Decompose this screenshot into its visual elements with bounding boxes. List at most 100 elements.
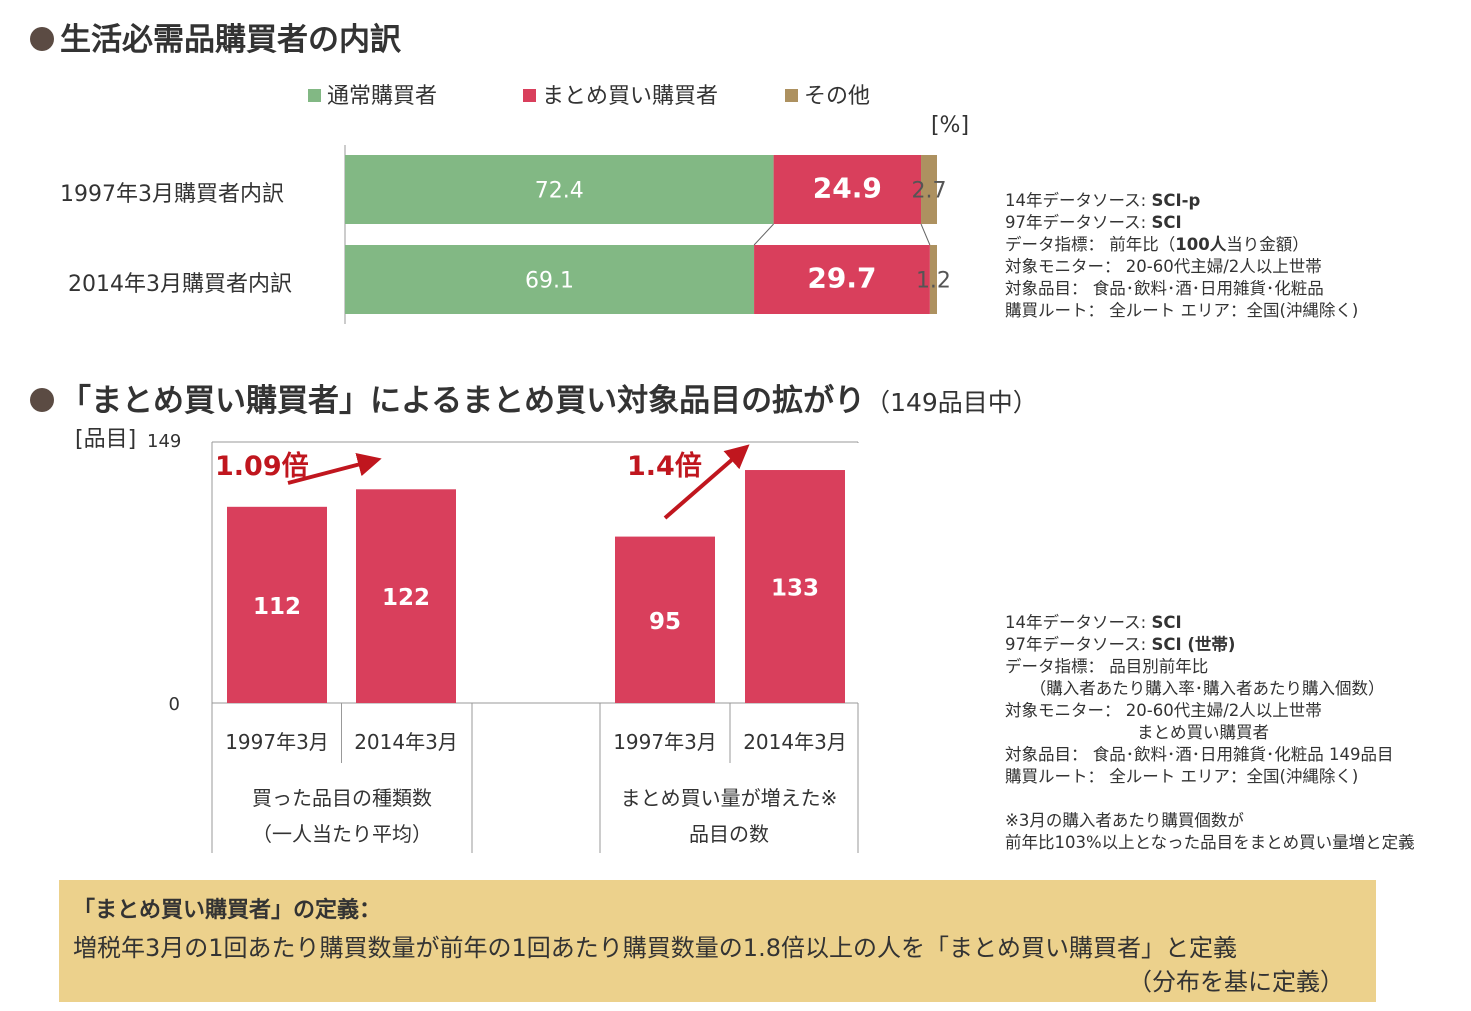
section2-title: 「まとめ買い購買者」によるまとめ買い対象品目の拡がり（149品目中） — [30, 375, 1038, 420]
data-label: 2.7 — [912, 179, 947, 204]
connector-line — [920, 223, 931, 246]
meta-text: 対象品目： 食品･飲料･酒･日用雑貨･化粧品 — [1005, 279, 1324, 298]
bar-value-label: 122 — [382, 585, 430, 611]
definition-box: 「まとめ買い購買者」の定義： 増税年3月の1回あたり購買数量が前年の1回あたり購… — [59, 880, 1376, 1002]
meta-line: 97年データソース: SCI (世帯) — [1005, 634, 1415, 656]
meta-text: 前年比103%以上となった品目をまとめ買い量増と定義 — [1005, 833, 1415, 852]
legend-label: その他 — [804, 84, 871, 109]
meta-line: データ指標： 前年比（100人当り金額） — [1005, 234, 1358, 256]
group-label: 品目の数 — [689, 822, 769, 846]
definition-note: （分布を基に定義） — [1128, 968, 1344, 996]
x-tick-label: 1997年3月 — [613, 730, 717, 754]
meta-emphasis: SCI — [1151, 613, 1182, 632]
group-label: （一人当たり平均） — [252, 822, 432, 846]
section1-title-text: 生活必需品購買者の内訳 — [60, 22, 401, 58]
legend-item-bulk: まとめ買い購買者 — [523, 78, 718, 110]
meta-emphasis: SCI (世帯) — [1151, 635, 1236, 654]
data-source-notes-2: 14年データソース: SCI 97年データソース: SCI (世帯) データ指標： … — [1005, 612, 1415, 854]
bar — [615, 536, 715, 703]
bar — [356, 489, 456, 703]
meta-line: データ指標： 品目別前年比 — [1005, 656, 1415, 678]
meta-text: 97年データソース: — [1005, 213, 1152, 232]
y-axis-label: [品目] — [75, 427, 136, 452]
stack-segment — [929, 245, 937, 314]
meta-text: （購入者あたり購入率･購入者あたり購入個数） — [1005, 679, 1385, 698]
bullet-icon — [30, 387, 54, 412]
meta-text: 対象品目： 食品･飲料･酒･日用雑貨･化粧品 149品目 — [1005, 745, 1394, 764]
meta-text: ※3月の購入者あたり購買個数が — [1005, 811, 1244, 830]
data-label: 1.2 — [916, 269, 951, 294]
definition-text: 増税年3月の1回あたり購買数量が前年の1回あたり購買数量の1.8倍以上の人を「ま… — [73, 934, 1237, 962]
meta-text: 14年データソース: — [1005, 191, 1152, 210]
stack-segment — [754, 245, 930, 314]
meta-line — [1005, 788, 1415, 810]
meta-emphasis: 100人 — [1175, 235, 1227, 254]
meta-text: 14年データソース: — [1005, 613, 1152, 632]
data-label: 69.1 — [525, 269, 574, 294]
bar-value-label: 133 — [771, 576, 819, 602]
x-tick-label: 2014年3月 — [354, 730, 458, 754]
meta-text: 対象モニター： 20-60代主婦/2人以上世帯 — [1005, 701, 1322, 720]
stack-segment — [345, 245, 755, 314]
y-tick-label: 0 — [169, 694, 180, 715]
legend-item-other: その他 — [785, 78, 870, 110]
section1-title: 生活必需品購買者の内訳 — [30, 14, 401, 59]
stack-segment — [921, 155, 937, 224]
meta-line: 97年データソース: SCI — [1005, 212, 1358, 234]
data-label: 24.9 — [813, 172, 882, 205]
meta-text: まとめ買い購買者 — [1005, 723, 1269, 742]
bullet-icon — [30, 26, 54, 51]
data-label: 72.4 — [535, 179, 584, 204]
meta-line: 対象モニター： 20-60代主婦/2人以上世帯 — [1005, 700, 1415, 722]
growth-arrow-icon — [663, 444, 750, 520]
stacked-bar-chart: [%] 72.4 24.9 2.7 69.1 29.7 1.2 — [344, 113, 969, 324]
legend-item-regular: 通常購買者 — [308, 78, 437, 110]
row-label-2014: 2014年3月購買者内訳 — [68, 272, 292, 297]
bar — [227, 506, 327, 703]
data-source-notes-1: 14年データソース: SCI-p 97年データソース: SCI データ指標： 前年比… — [1005, 190, 1358, 322]
unit-label: [%] — [931, 113, 969, 138]
growth-arrow-icon — [287, 452, 382, 485]
bar-value-label: 112 — [253, 594, 301, 620]
meta-line: （購入者あたり購入率･購入者あたり購入個数） — [1005, 678, 1415, 700]
group-label: まとめ買い量が増えた※ — [621, 786, 838, 810]
meta-line: ※3月の購入者あたり購買個数が — [1005, 810, 1415, 832]
meta-line: 14年データソース: SCI-p — [1005, 190, 1358, 212]
legend-label: 通常購買者 — [327, 84, 438, 109]
x-tick-label: 2014年3月 — [743, 730, 847, 754]
meta-text: 当り金額） — [1226, 235, 1309, 254]
section2-title-text: 「まとめ買い購買者」によるまとめ買い対象品目の拡がり — [60, 383, 866, 419]
meta-line: まとめ買い購買者 — [1005, 722, 1415, 744]
meta-text: 97年データソース: — [1005, 635, 1152, 654]
meta-emphasis: SCI-p — [1151, 191, 1201, 210]
meta-line: 対象品目： 食品･飲料･酒･日用雑貨･化粧品 — [1005, 278, 1358, 300]
meta-text: 購買ルート： 全ルート エリア：全国(沖縄除く) — [1005, 767, 1359, 786]
ratio-label: 1.4倍 — [627, 450, 702, 482]
meta-line: 14年データソース: SCI — [1005, 612, 1415, 634]
meta-emphasis: SCI — [1151, 213, 1182, 232]
bar-value-label: 95 — [649, 609, 681, 635]
group-label: 買った品目の種類数 — [252, 786, 432, 810]
legend-swatch — [308, 88, 321, 102]
row-label-1997: 1997年3月購買者内訳 — [60, 182, 284, 207]
stack-segment — [345, 155, 774, 224]
definition-title: 「まとめ買い購買者」の定義： — [73, 898, 382, 923]
meta-line: 購買ルート： 全ルート エリア：全国(沖縄除く) — [1005, 300, 1358, 322]
data-label: 29.7 — [807, 262, 876, 295]
meta-text: 対象モニター： 20-60代主婦/2人以上世帯 — [1005, 257, 1322, 276]
section2-subtitle: （149品目中） — [865, 388, 1038, 417]
meta-line: 購買ルート： 全ルート エリア：全国(沖縄除く) — [1005, 766, 1415, 788]
ratio-label: 1.09倍 — [215, 450, 309, 482]
meta-line: 前年比103%以上となった品目をまとめ買い量増と定義 — [1005, 832, 1415, 854]
meta-text: 購買ルート： 全ルート エリア：全国(沖縄除く) — [1005, 301, 1359, 320]
meta-text: データ指標： 品目別前年比 — [1005, 657, 1209, 676]
legend-swatch — [785, 88, 798, 102]
bar — [745, 470, 845, 703]
y-tick-label: 149 — [147, 431, 181, 452]
legend-label: まとめ買い購買者 — [542, 84, 719, 109]
connector-line — [753, 223, 774, 246]
x-tick-label: 1997年3月 — [225, 730, 329, 754]
meta-text: データ指標： 前年比（ — [1005, 235, 1176, 254]
stack-segment — [773, 155, 922, 224]
